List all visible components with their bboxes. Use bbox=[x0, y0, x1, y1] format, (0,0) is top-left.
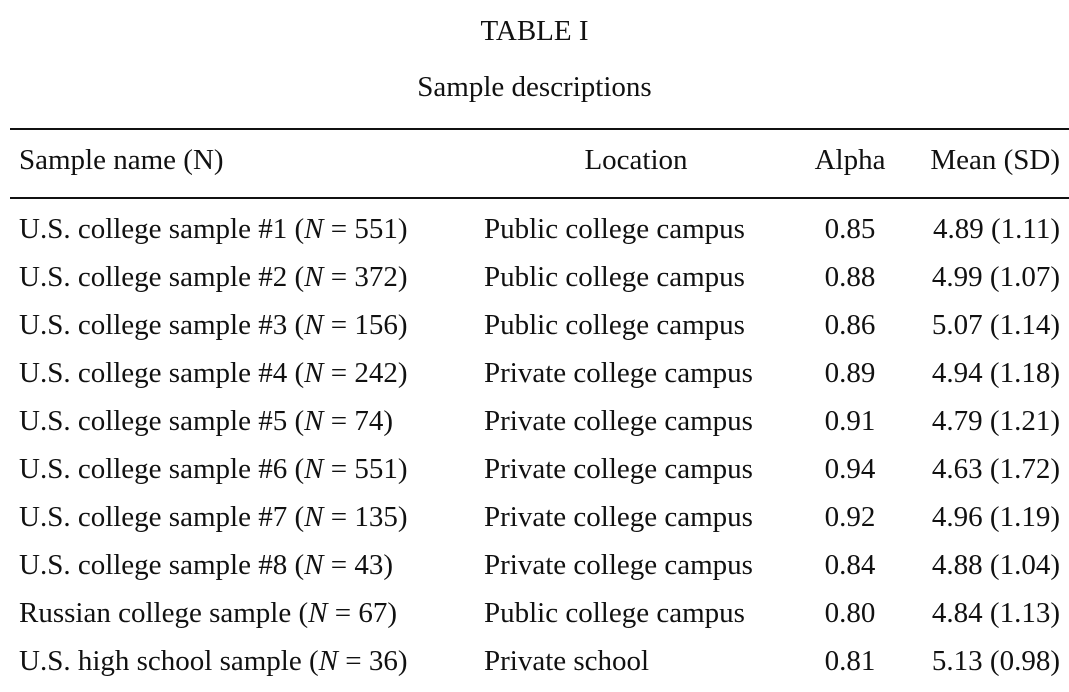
sample-name-cell: U.S. college sample #8 (N = 43) bbox=[19, 549, 393, 581]
mean-sd-cell: 5.07 (1.14) bbox=[931, 309, 1060, 341]
sample-name: U.S. college sample #1 bbox=[19, 213, 288, 245]
n-symbol: N bbox=[304, 261, 324, 293]
sample-name-cell: U.S. college sample #7 (N = 135) bbox=[19, 501, 408, 533]
sample-name: U.S. college sample #7 bbox=[19, 501, 288, 533]
n-symbol: N bbox=[304, 501, 324, 533]
location-cell: Private college campus bbox=[484, 357, 753, 389]
sample-name-cell: U.S. college sample #1 (N = 551) bbox=[19, 213, 408, 245]
sample-size: 36 bbox=[368, 645, 398, 677]
header-mean-sd: Mean (SD) bbox=[930, 144, 1060, 176]
sample-size: 156 bbox=[354, 309, 398, 341]
alpha-cell: 0.86 bbox=[824, 309, 876, 341]
sample-name: U.S. college sample #2 bbox=[19, 261, 288, 293]
mean-sd-cell: 4.84 (1.13) bbox=[931, 597, 1060, 629]
table-label: TABLE I bbox=[480, 15, 589, 47]
n-symbol: N bbox=[318, 645, 339, 677]
sample-size: 551 bbox=[354, 453, 398, 485]
sample-size: 372 bbox=[354, 261, 398, 293]
sample-name: U.S. college sample #4 bbox=[19, 357, 288, 389]
sample-size: 43 bbox=[354, 549, 384, 581]
mean-sd-cell: 4.79 (1.21) bbox=[931, 405, 1060, 437]
location-cell: Private college campus bbox=[484, 453, 753, 485]
location-cell: Public college campus bbox=[484, 309, 745, 341]
sample-size: 242 bbox=[354, 357, 398, 389]
header-sample-name: Sample name (N) bbox=[19, 144, 224, 176]
location-cell: Public college campus bbox=[484, 597, 745, 629]
sample-name: U.S. college sample #8 bbox=[19, 549, 288, 581]
n-symbol: N bbox=[304, 309, 324, 341]
n-symbol: N bbox=[308, 597, 328, 629]
mean-sd-cell: 4.99 (1.07) bbox=[931, 261, 1060, 293]
alpha-cell: 0.85 bbox=[824, 213, 876, 245]
sample-name-cell: U.S. college sample #4 (N = 242) bbox=[19, 357, 408, 389]
location-cell: Public college campus bbox=[484, 213, 745, 245]
n-symbol: N bbox=[304, 453, 324, 485]
sample-name-cell: U.S. college sample #5 (N = 74) bbox=[19, 405, 393, 437]
sample-size: 551 bbox=[354, 213, 398, 245]
sample-name-cell: U.S. college sample #3 (N = 156) bbox=[19, 309, 408, 341]
header-alpha: Alpha bbox=[814, 144, 886, 176]
mean-sd-cell: 5.13 (0.98) bbox=[931, 645, 1060, 677]
alpha-cell: 0.80 bbox=[824, 597, 876, 629]
sample-name: Russian college sample bbox=[19, 597, 292, 629]
alpha-cell: 0.81 bbox=[824, 645, 876, 677]
mean-sd-cell: 4.94 (1.18) bbox=[931, 357, 1060, 389]
header-location: Location bbox=[584, 144, 688, 176]
mean-sd-cell: 4.96 (1.19) bbox=[931, 501, 1060, 533]
n-symbol: N bbox=[304, 405, 324, 437]
n-symbol: N bbox=[304, 549, 324, 581]
table-title: Sample descriptions bbox=[417, 71, 652, 103]
alpha-cell: 0.88 bbox=[824, 261, 876, 293]
header-rule bbox=[10, 197, 1069, 199]
location-cell: Private college campus bbox=[484, 405, 753, 437]
n-symbol: N bbox=[304, 213, 324, 245]
location-cell: Public college campus bbox=[484, 261, 745, 293]
sample-size: 67 bbox=[358, 597, 388, 629]
alpha-cell: 0.91 bbox=[824, 405, 876, 437]
mean-sd-cell: 4.89 (1.11) bbox=[933, 213, 1060, 245]
sample-name: U.S. college sample #3 bbox=[19, 309, 288, 341]
mean-sd-cell: 4.63 (1.72) bbox=[931, 453, 1060, 485]
sample-size: 74 bbox=[354, 405, 384, 437]
top-rule bbox=[10, 128, 1069, 130]
sample-name-cell: Russian college sample (N = 67) bbox=[19, 597, 398, 629]
alpha-cell: 0.89 bbox=[824, 357, 876, 389]
location-cell: Private school bbox=[484, 645, 650, 677]
sample-name-cell: U.S. college sample #6 (N = 551) bbox=[19, 453, 408, 485]
sample-name: U.S. college sample #5 bbox=[19, 405, 288, 437]
sample-name-cell: U.S. college sample #2 (N = 372) bbox=[19, 261, 408, 293]
alpha-cell: 0.94 bbox=[824, 453, 876, 485]
location-cell: Private college campus bbox=[484, 549, 753, 581]
sample-name-cell: U.S. high school sample (N = 36) bbox=[19, 645, 408, 677]
alpha-cell: 0.92 bbox=[824, 501, 876, 533]
location-cell: Private college campus bbox=[484, 501, 753, 533]
n-symbol: N bbox=[304, 357, 324, 389]
sample-size: 135 bbox=[354, 501, 398, 533]
alpha-cell: 0.84 bbox=[824, 549, 876, 581]
mean-sd-cell: 4.88 (1.04) bbox=[931, 549, 1060, 581]
sample-name: U.S. high school sample bbox=[19, 645, 302, 677]
sample-name: U.S. college sample #6 bbox=[19, 453, 288, 485]
